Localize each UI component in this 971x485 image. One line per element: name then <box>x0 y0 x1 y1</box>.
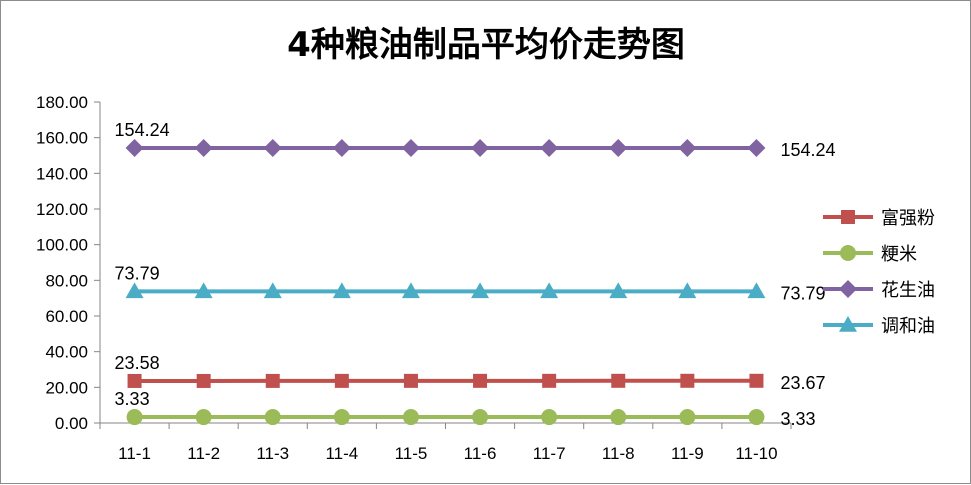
y-tick-label: 0.00 <box>55 414 88 433</box>
y-tick-label: 140.00 <box>36 164 88 183</box>
series-triangle <box>126 282 766 298</box>
marker-diamond <box>471 139 489 157</box>
y-tick-label: 60.00 <box>45 307 88 326</box>
marker-square <box>197 374 211 388</box>
marker-square <box>128 374 142 388</box>
x-tick-label: 11-10 <box>735 444 777 463</box>
marker-circle <box>679 409 695 425</box>
y-tick-label: 100.00 <box>36 236 88 255</box>
series-layer <box>126 139 766 425</box>
y-tick-label: 160.00 <box>36 129 88 148</box>
y-tick-label: 80.00 <box>45 271 88 290</box>
data-label-start: 23.58 <box>115 353 160 373</box>
marker-square <box>266 374 280 388</box>
x-tick-label: 11-8 <box>602 444 635 463</box>
chart-title: 4种粮油制品平均价走势图 <box>287 25 685 65</box>
series-square <box>128 374 764 388</box>
x-tick-label: 11-4 <box>325 444 358 463</box>
marker-square <box>404 374 418 388</box>
x-tick-label: 11-7 <box>533 444 566 463</box>
marker-diamond <box>678 139 696 157</box>
marker-diamond <box>747 139 765 157</box>
legend-item: 富强粉 <box>823 208 935 229</box>
marker-diamond <box>609 139 627 157</box>
y-tick-label: 20.00 <box>45 378 88 397</box>
x-tick-label: 11-3 <box>256 444 289 463</box>
data-label-end: 3.33 <box>780 409 815 429</box>
legend-item: 粳米 <box>823 244 917 265</box>
x-tick-label: 11-9 <box>671 444 704 463</box>
x-tick-label: 11-2 <box>187 444 220 463</box>
marker-circle <box>840 245 856 261</box>
y-tick-label: 120.00 <box>36 200 88 219</box>
data-label-end: 23.67 <box>780 373 825 393</box>
marker-circle <box>472 409 488 425</box>
marker-square <box>473 374 487 388</box>
y-tick-label: 40.00 <box>45 343 88 362</box>
marker-diamond <box>126 139 144 157</box>
y-tick-label: 180.00 <box>36 93 88 112</box>
legend-item: 花生油 <box>823 280 935 301</box>
legend-item: 调和油 <box>823 316 935 337</box>
data-label-start: 73.79 <box>115 263 160 283</box>
data-label-end: 73.79 <box>780 283 825 303</box>
marker-diamond <box>264 139 282 157</box>
marker-circle <box>196 409 212 425</box>
marker-circle <box>541 409 557 425</box>
marker-diamond <box>402 139 420 157</box>
legend-label: 粳米 <box>881 244 917 265</box>
marker-circle <box>265 409 281 425</box>
marker-diamond <box>333 139 351 157</box>
marker-diamond <box>195 139 213 157</box>
data-label-start: 3.33 <box>115 389 150 409</box>
series-diamond <box>126 139 766 157</box>
marker-square <box>680 374 694 388</box>
marker-square <box>841 210 855 224</box>
marker-circle <box>610 409 626 425</box>
marker-diamond <box>839 280 857 298</box>
legend-label: 调和油 <box>881 316 935 337</box>
marker-circle <box>748 409 764 425</box>
marker-diamond <box>540 139 558 157</box>
data-label-end: 154.24 <box>780 140 835 160</box>
x-tick-label: 11-5 <box>395 444 428 463</box>
marker-square <box>611 374 625 388</box>
legend-label: 花生油 <box>881 280 935 301</box>
marker-square <box>542 374 556 388</box>
legend-label: 富强粉 <box>881 208 935 229</box>
marker-square <box>749 374 763 388</box>
x-tick-label: 11-1 <box>118 444 151 463</box>
marker-square <box>335 374 349 388</box>
x-tick-label: 11-6 <box>464 444 497 463</box>
marker-circle <box>403 409 419 425</box>
marker-circle <box>334 409 350 425</box>
marker-circle <box>127 409 143 425</box>
data-label-start: 154.24 <box>115 120 170 140</box>
